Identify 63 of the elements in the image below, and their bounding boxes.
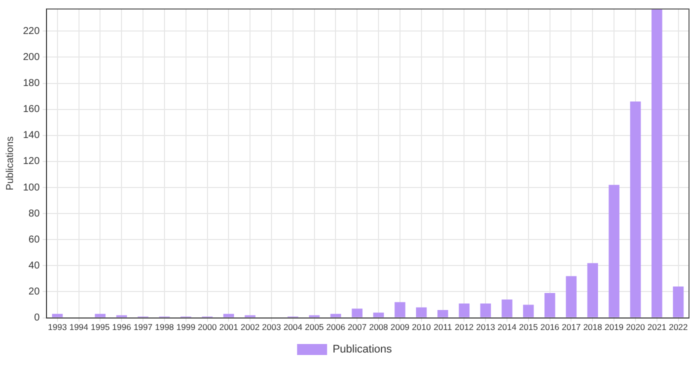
bar bbox=[330, 314, 342, 318]
x-tick-label: 1993 bbox=[48, 322, 68, 332]
x-tick-label: 2017 bbox=[562, 322, 581, 332]
bar bbox=[52, 314, 63, 318]
x-tick-label: 2021 bbox=[647, 322, 667, 332]
bar bbox=[566, 276, 577, 318]
y-tick-label: 120 bbox=[22, 156, 40, 168]
y-tick-label: 100 bbox=[22, 182, 40, 194]
y-tick-label: 20 bbox=[28, 286, 40, 298]
y-tick-label: 80 bbox=[28, 208, 40, 220]
x-tick-label: 2009 bbox=[390, 322, 410, 332]
x-tick-label: 2016 bbox=[540, 322, 560, 332]
x-tick-label: 2010 bbox=[412, 322, 432, 332]
y-tick-label: 140 bbox=[22, 130, 40, 142]
x-tick-label: 2007 bbox=[348, 322, 367, 332]
bar bbox=[352, 308, 362, 318]
x-tick-label: 1995 bbox=[90, 322, 110, 332]
x-tick-label: 2012 bbox=[454, 322, 474, 332]
bar bbox=[523, 304, 534, 318]
y-tick-label: 0 bbox=[34, 312, 40, 324]
x-tick-label: 2019 bbox=[604, 322, 624, 332]
x-tick-label: 1999 bbox=[176, 322, 196, 332]
x-tick-label: 1994 bbox=[69, 322, 89, 332]
bar bbox=[223, 314, 234, 318]
x-tick-label: 2020 bbox=[626, 322, 646, 332]
x-tick-label: 2013 bbox=[476, 322, 496, 332]
x-tick-label: 2003 bbox=[262, 322, 282, 332]
x-tick-label: 2000 bbox=[198, 322, 217, 332]
x-tick-label: 2005 bbox=[304, 322, 324, 332]
bar bbox=[587, 263, 598, 318]
y-tick-label: 60 bbox=[28, 234, 40, 246]
bar bbox=[608, 184, 620, 318]
bar bbox=[437, 310, 448, 318]
x-tick-label: 2002 bbox=[240, 322, 260, 332]
y-axis-title: Publications bbox=[4, 136, 16, 190]
x-tick-label: 1998 bbox=[154, 322, 174, 332]
bar bbox=[672, 286, 684, 318]
bar bbox=[373, 312, 384, 318]
bar bbox=[480, 303, 491, 318]
bar bbox=[394, 302, 406, 318]
bar bbox=[544, 293, 556, 318]
x-tick-label: 2006 bbox=[326, 322, 346, 332]
x-tick-label: 2008 bbox=[369, 322, 388, 332]
bar bbox=[416, 307, 427, 318]
x-tick-label: 2015 bbox=[518, 322, 538, 332]
x-tick-label: 2004 bbox=[283, 322, 303, 332]
x-tick-label: 2011 bbox=[434, 322, 452, 332]
bar bbox=[458, 303, 470, 318]
x-tick-label: 2022 bbox=[668, 322, 688, 332]
x-tick-label: 1996 bbox=[112, 322, 132, 332]
x-tick-label: 2018 bbox=[583, 322, 602, 332]
bar bbox=[502, 300, 512, 318]
x-tick-label: 2014 bbox=[498, 322, 517, 332]
x-tick-label: 2001 bbox=[219, 322, 238, 332]
y-tick-label: 40 bbox=[28, 260, 40, 272]
y-tick-label: 220 bbox=[22, 26, 40, 37]
y-tick-label: 180 bbox=[22, 78, 40, 90]
legend-label: Publications bbox=[332, 344, 392, 356]
y-tick-label: 160 bbox=[22, 104, 40, 116]
bar bbox=[94, 314, 106, 318]
bar bbox=[630, 102, 641, 318]
y-tick-label: 200 bbox=[22, 52, 40, 63]
x-tick-label: 1997 bbox=[134, 322, 153, 332]
